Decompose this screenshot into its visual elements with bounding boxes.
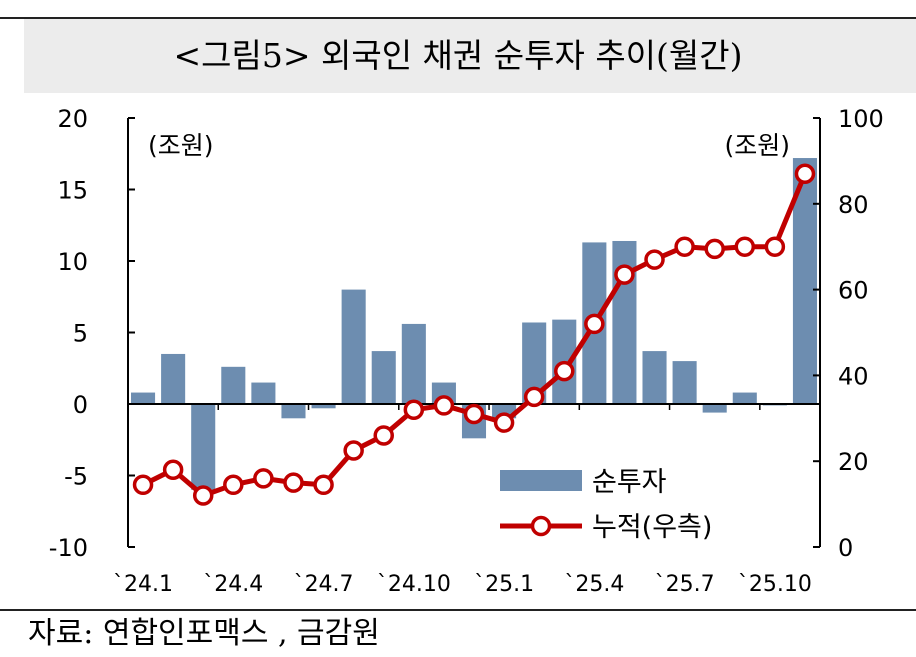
cumulative-point-16 <box>614 264 635 285</box>
x-tick-label: `25.4 <box>564 572 624 597</box>
left-tick-label: 10 <box>57 248 88 276</box>
left-tick-label: 20 <box>57 105 88 133</box>
cumulative-point-17 <box>644 249 665 270</box>
title-band <box>24 19 916 93</box>
bottom-rule <box>0 609 916 611</box>
cumulative-point-4 <box>253 468 274 489</box>
cumulative-point-5 <box>283 472 304 493</box>
left-tick-label: 5 <box>73 320 88 348</box>
cumulative-point-3 <box>223 474 244 496</box>
right-tick-label: 60 <box>838 277 869 305</box>
cumulative-point-22 <box>794 163 816 185</box>
cumulative-point-2 <box>192 485 214 506</box>
right-tick-label: 100 <box>838 105 884 133</box>
tick-labels-group: -10 -5 0 5 10 15 20 0 20 40 60 80 100 (조원) (조원) `24.1 `2… <box>49 105 884 597</box>
x-tick-label: `24.10 <box>377 572 451 597</box>
left-unit-label: (조원) <box>148 131 214 160</box>
cumulative-point-14 <box>554 360 575 382</box>
right-tick-label: 40 <box>838 362 869 390</box>
bar-7 <box>341 289 366 404</box>
cumulative-point-18 <box>674 236 695 257</box>
left-tick-label: -5 <box>64 463 88 491</box>
bar-8 <box>371 351 396 404</box>
bar-0 <box>131 392 156 404</box>
right-tick-label: 20 <box>838 448 869 476</box>
cumulative-point-6 <box>313 474 334 496</box>
legend-bar-label: 순투자 <box>592 467 667 498</box>
bar-20 <box>732 392 757 404</box>
bar-9 <box>401 323 426 404</box>
chart-area: -10 -5 0 5 10 15 20 0 20 40 60 80 100 (조원) (조원) `24.1 `2… <box>49 105 884 597</box>
legend-line-label: 누적(우측) <box>592 512 712 543</box>
cumulative-point-10 <box>433 395 455 416</box>
cumulative-point-1 <box>162 459 184 481</box>
x-tick-label: `24.7 <box>294 572 354 597</box>
x-tick-label: `25.1 <box>474 572 534 597</box>
x-tick-label: `24.1 <box>113 572 173 597</box>
x-tick-label: `24.4 <box>203 572 263 597</box>
bar-4 <box>251 382 276 404</box>
cumulative-line <box>141 172 808 499</box>
cumulative-point-0 <box>132 474 154 496</box>
bar-5 <box>281 404 306 419</box>
cumulative-point-15 <box>584 313 605 335</box>
legend-line-marker <box>530 515 552 537</box>
bar-17 <box>642 351 667 404</box>
bar-18 <box>672 361 697 404</box>
cumulative-point-20 <box>734 236 756 257</box>
left-tick-label: 15 <box>57 177 88 205</box>
legend-bar-swatch <box>500 470 582 491</box>
left-tick-label: -10 <box>49 534 88 562</box>
left-tick-label: 0 <box>73 391 88 419</box>
bar-19 <box>702 404 727 413</box>
bar-3 <box>221 366 246 404</box>
x-tick-label: `25.7 <box>655 572 715 597</box>
top-rule <box>0 17 916 19</box>
bar-6 <box>311 404 336 409</box>
source-note: 자료: 연합인포맥스 , 금감원 <box>28 616 380 651</box>
cumulative-point-21 <box>764 236 786 257</box>
x-tick-label: `25.10 <box>738 572 812 597</box>
cumulative-point-7 <box>343 440 364 461</box>
bar-2 <box>191 404 216 490</box>
cumulative-point-9 <box>403 399 425 420</box>
cumulative-point-13 <box>523 386 545 408</box>
right-tick-label: 0 <box>838 534 853 562</box>
right-tick-label: 80 <box>838 191 869 219</box>
bar-1 <box>161 353 186 404</box>
cumulative-point-19 <box>704 238 725 260</box>
chart-title: <그림5> 외국인 채권 순투자 추이(월간) <box>173 36 743 75</box>
right-unit-label: (조원) <box>724 131 790 160</box>
line-series-group <box>132 163 816 506</box>
cumulative-point-12 <box>493 412 515 433</box>
cumulative-point-8 <box>373 425 394 446</box>
bar-series-group <box>131 158 817 490</box>
cumulative-point-11 <box>463 403 485 425</box>
